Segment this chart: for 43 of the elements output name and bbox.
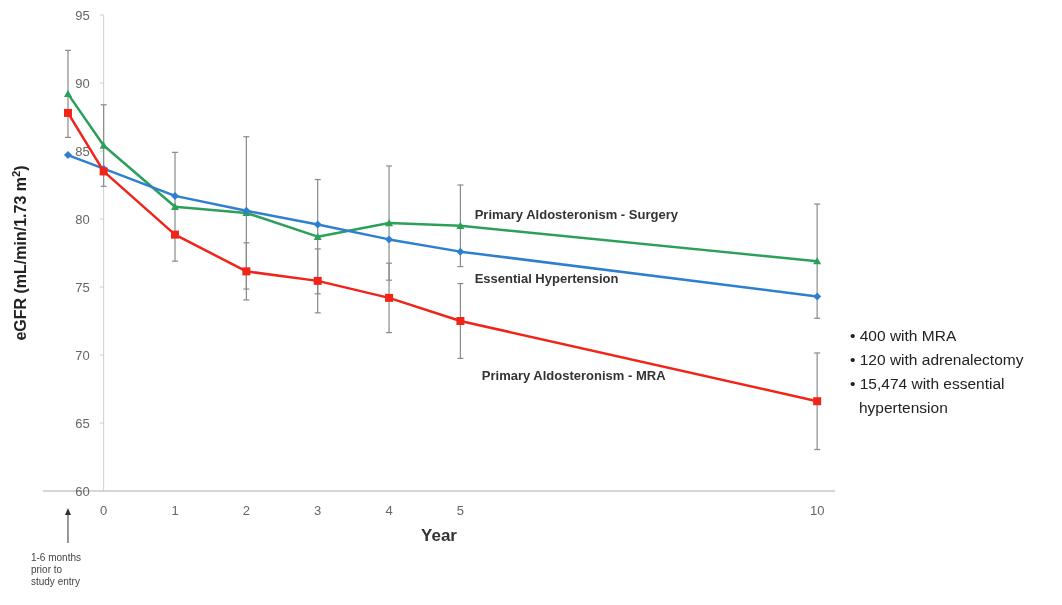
point bbox=[313, 232, 322, 240]
x-axis-title: Year bbox=[421, 526, 458, 545]
point bbox=[63, 108, 72, 117]
point bbox=[385, 235, 394, 244]
y-tick-label: 85 bbox=[75, 143, 90, 159]
point bbox=[313, 220, 322, 229]
point bbox=[171, 230, 179, 239]
text: 1-6 months prior to study entry bbox=[30, 552, 81, 587]
x-tick-label: 4 bbox=[385, 503, 393, 518]
x-tick-label: 0 bbox=[100, 503, 108, 518]
x-tick-label: 1 bbox=[171, 503, 179, 518]
point bbox=[456, 317, 465, 325]
point bbox=[63, 89, 72, 98]
y-tick-label: 60 bbox=[75, 483, 90, 499]
point bbox=[63, 151, 72, 160]
point bbox=[385, 219, 394, 227]
x-tick-label: 5 bbox=[456, 503, 465, 518]
x-tick-label: 10 bbox=[809, 503, 825, 518]
text: • 15,474 with essential hypertension bbox=[850, 375, 1005, 416]
point bbox=[813, 397, 822, 406]
y-tick-label: 95 bbox=[75, 7, 90, 23]
series-label: Primary Aldosteronism - MRA bbox=[481, 368, 667, 384]
point bbox=[99, 141, 108, 149]
x-tick-label: 2 bbox=[242, 503, 250, 518]
y-tick-label: 75 bbox=[75, 279, 90, 295]
point bbox=[171, 191, 179, 200]
text: • 120 with adrenalectomy bbox=[850, 351, 1024, 368]
series-label: Essential Hypertension bbox=[474, 271, 619, 287]
y-tick-label: 90 bbox=[75, 75, 90, 91]
point bbox=[242, 267, 251, 276]
text: • 400 with MRA bbox=[850, 327, 957, 344]
y-tick-label: 70 bbox=[75, 347, 90, 363]
point bbox=[385, 293, 394, 302]
point bbox=[171, 202, 179, 210]
point bbox=[313, 276, 322, 285]
point bbox=[813, 257, 822, 265]
x-tick-label: 3 bbox=[314, 503, 322, 518]
y-tick-label: 65 bbox=[75, 415, 90, 431]
point bbox=[813, 292, 822, 301]
point bbox=[456, 221, 465, 229]
point bbox=[456, 247, 465, 256]
series-label: Primary Aldosteronism - Surgery bbox=[474, 207, 679, 223]
y-tick-label: 80 bbox=[75, 211, 90, 227]
